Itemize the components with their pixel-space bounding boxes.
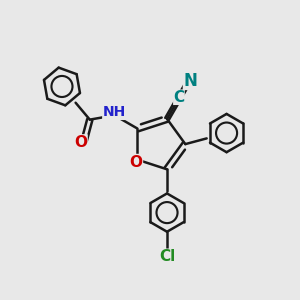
Text: N: N xyxy=(183,72,197,90)
Text: Cl: Cl xyxy=(159,249,175,264)
Text: NH: NH xyxy=(103,105,126,119)
Text: O: O xyxy=(74,135,87,150)
Text: O: O xyxy=(129,154,142,169)
Text: C: C xyxy=(173,90,184,105)
